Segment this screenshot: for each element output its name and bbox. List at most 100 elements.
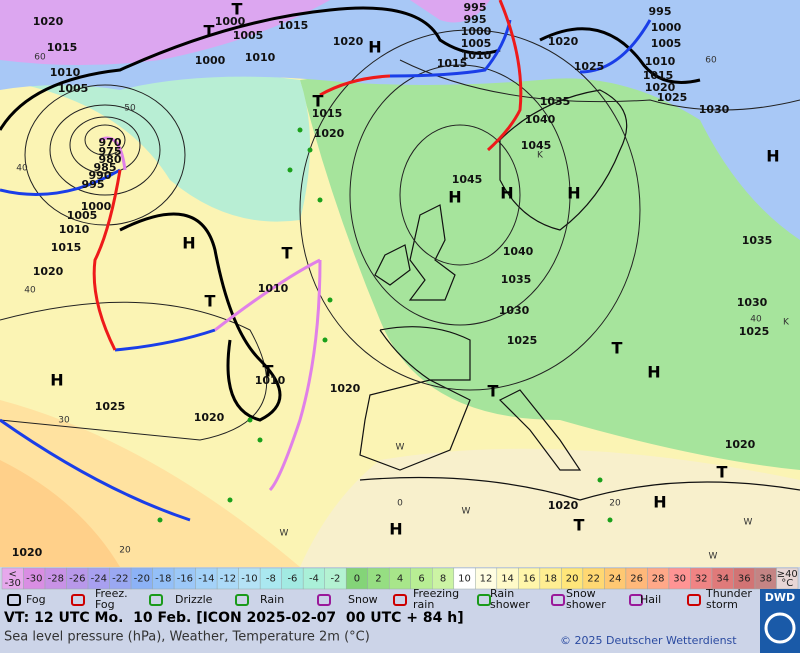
legend-label: Snow — [566, 587, 596, 600]
legend-icon — [551, 594, 565, 606]
copyright: © 2025 Deutscher Wetterdienst — [560, 634, 737, 647]
legend-label: Freezing — [413, 587, 459, 600]
isobar-label: 1040 — [503, 245, 534, 258]
legend-label: Snow — [348, 593, 378, 606]
isobar-label: 1010 — [245, 51, 276, 64]
scale-label: 36 — [738, 574, 751, 585]
pressure-centre: H — [567, 184, 580, 203]
dwd-logo-text: DWD — [765, 591, 795, 604]
legend-icon — [393, 594, 407, 606]
isobar-label: 1025 — [739, 325, 770, 338]
isobar-label: 1005 — [461, 37, 492, 50]
legend-label: Fog — [95, 598, 115, 611]
pressure-centre: H — [500, 184, 513, 203]
isobar-label: 1030 — [699, 103, 730, 116]
isobar-label: 980 — [99, 153, 122, 166]
isobar-label: 1025 — [95, 400, 126, 413]
pressure-centre: T — [488, 382, 499, 401]
pressure-centre: T — [313, 92, 324, 111]
legend-label: shower — [566, 598, 606, 611]
temperature-label: 20 — [609, 499, 621, 509]
fronts — [0, 0, 652, 522]
legend-icon — [149, 594, 163, 606]
scale-label: 0 — [354, 574, 360, 585]
legend-label: shower — [490, 598, 530, 611]
isobar-label: 995 — [82, 178, 105, 191]
pressure-centre: H — [368, 38, 381, 57]
temperature-label: 40 — [750, 315, 762, 325]
isobar-label: 1040 — [525, 113, 556, 126]
cool-area — [0, 66, 310, 222]
pressure-centre: T — [232, 0, 243, 19]
isobar-label: 1010 — [645, 55, 676, 68]
isobar-label: 1020 — [194, 411, 225, 424]
isobar-label: 1010 — [258, 282, 289, 295]
temperature-label: W — [709, 552, 718, 562]
isobar-label: 1030 — [737, 296, 768, 309]
isobar-label: 1015 — [47, 41, 78, 54]
description: Sea level pressure (hPa), Weather, Tempe… — [4, 630, 370, 645]
temperature-label: 20 — [119, 546, 131, 556]
scale-label: 38 — [759, 574, 772, 585]
legend-label: Fog — [26, 593, 46, 606]
scale-label: -30 — [26, 574, 42, 585]
isobar-label: 995 — [464, 1, 487, 14]
temperature-label: 60 — [34, 53, 46, 63]
legend-icon — [317, 594, 331, 606]
dwd-logo-mark — [764, 612, 796, 644]
pressure-centre: T — [205, 292, 216, 311]
legend-icon — [477, 594, 491, 606]
isobar-label: 1030 — [499, 304, 530, 317]
pressure-centre: H — [766, 147, 779, 166]
warm-area — [0, 460, 120, 567]
pressure-centre: T — [204, 22, 215, 41]
isobar-label: 1045 — [521, 139, 552, 152]
scale-label: 30 — [673, 574, 686, 585]
scale-label: -2 — [330, 574, 340, 585]
pressure-centre: H — [50, 371, 63, 390]
legend-icon — [7, 594, 21, 606]
scale-label: 20 — [566, 574, 579, 585]
temperature-label: K — [783, 318, 790, 328]
legend-label: storm — [706, 598, 738, 611]
scale-label: -6 — [287, 574, 297, 585]
isobar-label: 1000 — [651, 21, 682, 34]
africa-area — [300, 448, 800, 567]
temperature-label: W — [744, 518, 753, 528]
scale-label: 10 — [458, 574, 471, 585]
isobar-label: 995 — [464, 13, 487, 26]
pressure-centre: T — [612, 339, 623, 358]
weather-legend: Fog Freez.Fog Drizzle Rain Snow FreezingrainR… — [7, 587, 752, 611]
legend-icon — [687, 594, 701, 606]
isobar-label: 1020 — [314, 127, 345, 140]
scale-label: -18 — [155, 574, 171, 585]
isobar-label: 1020 — [548, 499, 579, 512]
scale-label: -16 — [177, 574, 193, 585]
isobar-label: 1005 — [58, 82, 89, 95]
scale-label: 32 — [695, 574, 708, 585]
scale-label: -26 — [69, 574, 85, 585]
scale-label: -28 — [48, 574, 64, 585]
scale-label: 28 — [652, 574, 665, 585]
temperature-scale: <-30 -30 -28 -26 -24 -22 -20 -18 -16 -14 -12 -10 -8-… — [1, 567, 799, 590]
isobar-label: 970 — [99, 136, 122, 149]
isobar-label: 1020 — [548, 35, 579, 48]
pressure-centre: T — [717, 463, 728, 482]
temperature-label: W — [462, 507, 471, 517]
temperature-label: 0 — [397, 499, 403, 509]
isobar-label: 1015 — [51, 241, 82, 254]
isobar-label: 1025 — [507, 334, 538, 347]
legend-label: Drizzle — [175, 593, 213, 606]
legend-label: Hail — [640, 593, 661, 606]
scale-label: °C — [781, 578, 793, 589]
very-cold-area — [410, 0, 490, 23]
scale-label: 16 — [523, 574, 536, 585]
isobar-label: 995 — [649, 5, 672, 18]
pressure-centre: T — [574, 516, 585, 535]
legend-label: Rain — [260, 593, 284, 606]
scale-label: -24 — [91, 574, 107, 585]
scale-label: 8 — [440, 574, 446, 585]
